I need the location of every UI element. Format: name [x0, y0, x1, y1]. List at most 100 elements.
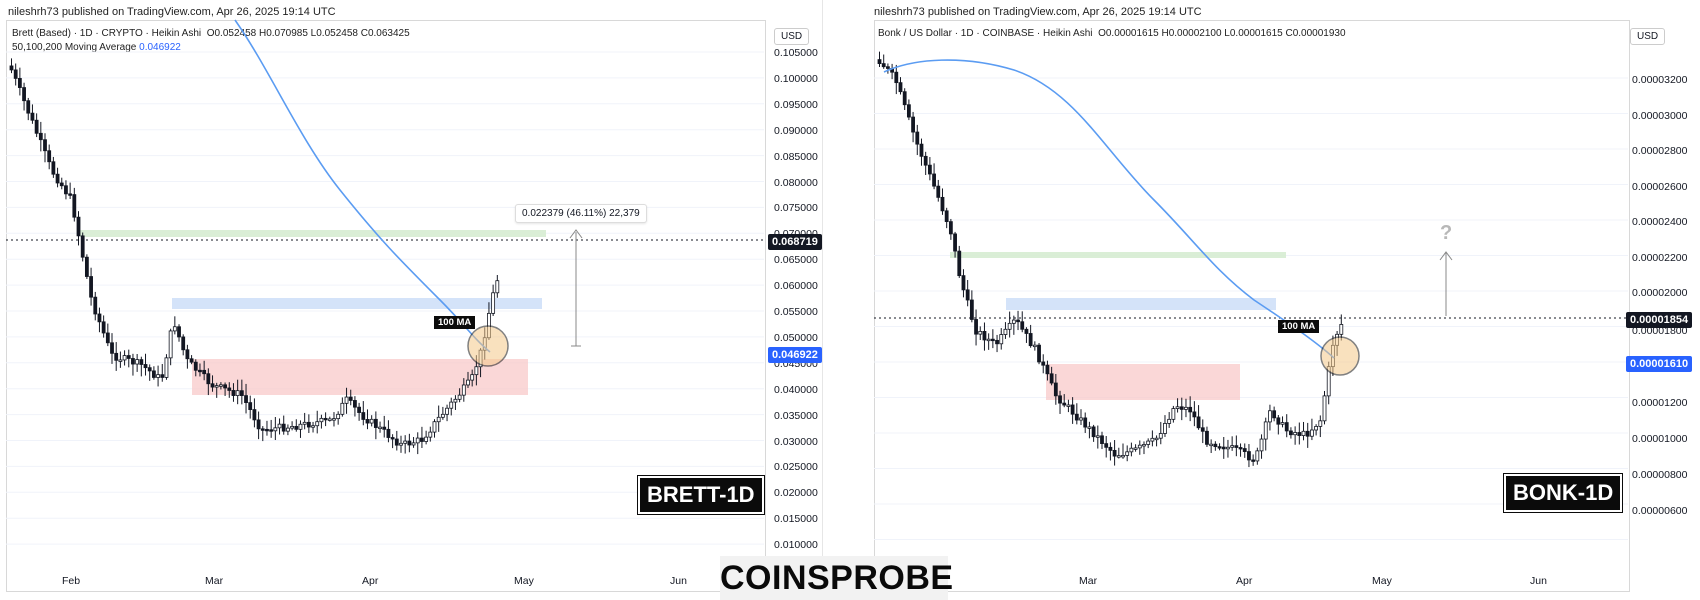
brett-chart-svg	[6, 19, 764, 545]
candle-body	[957, 250, 962, 277]
y-tick-label: 0.015000	[774, 513, 818, 526]
candle-body	[327, 418, 332, 421]
candle-body	[235, 390, 240, 396]
candle-body	[999, 334, 1004, 345]
ma-badge: 100 MA	[434, 316, 476, 329]
y-tick-label: 0.00001000	[1632, 433, 1688, 445]
candle-body	[432, 421, 437, 433]
currency-selector[interactable]: USD	[1630, 28, 1666, 45]
legend-title: Brett (Based) · 1D · CRYPTO · Heikin Ash…	[12, 28, 202, 39]
candle-body	[1200, 427, 1205, 432]
candle-body	[323, 417, 328, 421]
y-tick-label: 0.00002600	[1632, 180, 1688, 193]
x-tick-label: May	[1372, 575, 1392, 587]
candle-body	[969, 299, 974, 320]
candle-body	[118, 359, 123, 362]
y-tick-label: 0.075000	[774, 202, 818, 215]
candle-body	[1179, 406, 1184, 410]
candle-body	[1289, 430, 1293, 436]
ma-badge: 100 MA	[1278, 320, 1320, 333]
candle-body	[1184, 406, 1188, 410]
candle-body	[126, 355, 131, 359]
candle-body	[877, 59, 882, 64]
candle-body	[151, 370, 156, 378]
candle-body	[1293, 432, 1298, 436]
x-tick-label: May	[514, 575, 534, 587]
candle-body	[294, 425, 299, 430]
candle-body	[1007, 322, 1012, 330]
candle-body	[1079, 417, 1083, 421]
y-tick-label: 0.050000	[774, 331, 818, 344]
candle-body	[1003, 328, 1008, 335]
candle-body	[1196, 416, 1201, 429]
candle-body	[239, 390, 244, 396]
candle-body	[76, 216, 81, 237]
y-tick-label: 0.100000	[774, 72, 818, 85]
y-tick-label: 0.105000	[774, 47, 818, 59]
candle-body	[332, 418, 336, 421]
candle-body	[1314, 426, 1319, 431]
candle-body	[344, 396, 349, 404]
candle-body	[394, 438, 399, 446]
candle-body	[461, 384, 466, 396]
candle-body	[1024, 328, 1029, 334]
candle-body	[1041, 361, 1046, 366]
candle-body	[881, 63, 886, 68]
candle-body	[1226, 446, 1230, 450]
candle-body	[1310, 429, 1314, 437]
candle-body	[965, 289, 970, 301]
candle-body	[30, 112, 35, 121]
candle-body	[1192, 411, 1197, 418]
candle-body	[906, 104, 911, 118]
candle-body	[369, 418, 374, 424]
candle-body	[1209, 443, 1214, 447]
candle-body	[177, 326, 181, 338]
ticker-badge: BONK-1D	[1502, 473, 1624, 513]
x-tick-label: Jun	[1530, 575, 1547, 587]
candle-body	[319, 417, 324, 423]
candle-body	[219, 384, 223, 387]
candle-body	[1016, 319, 1020, 323]
currency-selector[interactable]: USD	[774, 28, 810, 45]
candle-body	[894, 71, 899, 84]
candle-body	[26, 100, 31, 114]
y-tick-label: 0.00003000	[1632, 109, 1688, 122]
candle-body	[1121, 455, 1125, 458]
candle-body	[1272, 410, 1277, 419]
candle-body	[336, 413, 341, 420]
candle-body	[470, 374, 475, 381]
x-tick-label: Apr	[362, 575, 379, 587]
candle-body	[1301, 430, 1306, 436]
candle-body	[1242, 448, 1247, 452]
candle-body	[911, 116, 915, 133]
ma-price-tag: 0.00001610	[1626, 356, 1693, 372]
candle-body	[923, 155, 928, 166]
y-tick-label: 0.00000800	[1632, 469, 1688, 481]
publisher-line: nileshrh73 published on TradingView.com,…	[8, 6, 336, 18]
ohlc-values: O0.052458 H0.070985 L0.052458 C0.063425	[206, 28, 410, 39]
candle-body	[1276, 417, 1281, 425]
candle-body	[1142, 444, 1146, 447]
y-tick-label: 0.020000	[774, 487, 818, 500]
last-price-tag: 0.068719	[768, 234, 822, 250]
question-mark: ?	[1440, 222, 1453, 244]
candle-body	[378, 426, 382, 430]
y-tick-label: 0.010000	[774, 539, 818, 552]
candle-body	[101, 321, 106, 334]
candle-body	[466, 379, 470, 386]
ma-label: 50,100,200 Moving Average	[12, 42, 137, 53]
support-zone	[1006, 298, 1276, 310]
y-tick-label: 0.00000600	[1632, 505, 1688, 517]
candle-body	[978, 330, 983, 335]
candle-body	[961, 275, 966, 291]
candle-body	[135, 359, 140, 365]
candle-body	[1100, 435, 1104, 444]
candle-body	[982, 330, 987, 341]
candle-body	[160, 374, 165, 378]
candle-body	[953, 233, 957, 252]
legend-title: Bonk / US Dollar · 1D · COINBASE · Heiki…	[878, 28, 1093, 39]
candle-body	[424, 436, 429, 442]
candle-body	[407, 440, 412, 446]
candle-body	[1188, 406, 1193, 413]
candle-body	[1129, 447, 1134, 453]
